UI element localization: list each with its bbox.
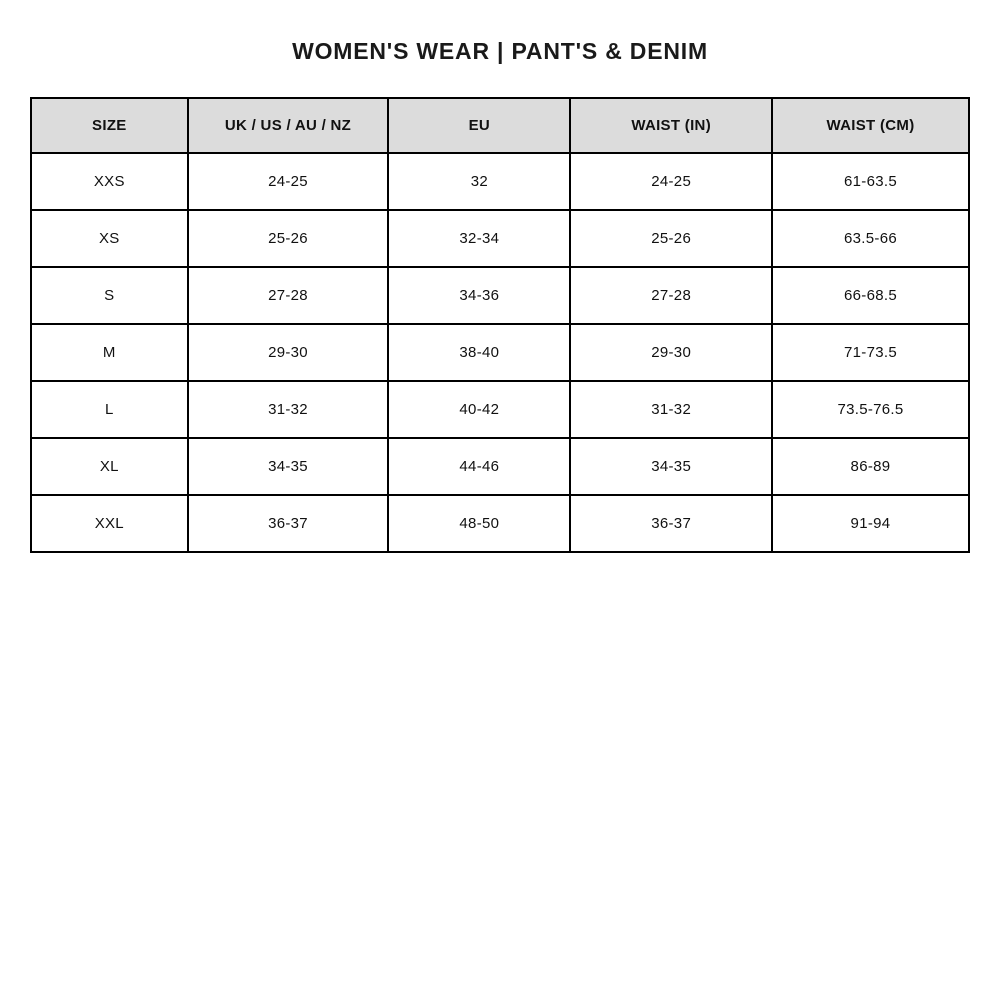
cell-waist-in: 29-30	[569, 323, 773, 382]
cell-uk-us: 24-25	[186, 152, 390, 211]
table-row-m: M 29-30 38-40 29-30 71-73.5	[30, 323, 971, 382]
table-row-xxl: XXL 36-37 48-50 36-37 91-94	[30, 494, 971, 553]
cell-uk-us: 34-35	[186, 437, 390, 496]
cell-uk-us: 29-30	[186, 323, 390, 382]
column-header-size: SIZE	[30, 97, 189, 154]
cell-eu: 32-34	[387, 209, 572, 268]
cell-size: M	[30, 323, 189, 382]
cell-waist-cm: 71-73.5	[770, 323, 971, 382]
cell-size: S	[30, 266, 189, 325]
table-row-xs: XS 25-26 32-34 25-26 63.5-66	[30, 209, 971, 268]
table-header: SIZE UK / US / AU / NZ EU WAIST (IN) WAI…	[30, 97, 971, 154]
cell-eu: 44-46	[387, 437, 572, 496]
cell-uk-us: 27-28	[186, 266, 390, 325]
column-header-waist-in: WAIST (IN)	[569, 97, 773, 154]
column-header-uk-us: UK / US / AU / NZ	[186, 97, 390, 154]
table-row-l: L 31-32 40-42 31-32 73.5-76.5	[30, 380, 971, 439]
cell-uk-us: 25-26	[186, 209, 390, 268]
column-header-eu: EU	[387, 97, 572, 154]
cell-uk-us: 31-32	[186, 380, 390, 439]
cell-size: XXL	[30, 494, 189, 553]
cell-waist-cm: 73.5-76.5	[770, 380, 971, 439]
cell-size: XS	[30, 209, 189, 268]
cell-waist-in: 24-25	[569, 152, 773, 211]
page-title: WOMEN'S WEAR | PANT'S & DENIM	[292, 38, 708, 64]
cell-waist-cm: 66-68.5	[770, 266, 971, 325]
cell-eu: 40-42	[387, 380, 572, 439]
cell-size: L	[30, 380, 189, 439]
cell-eu: 38-40	[387, 323, 572, 382]
cell-size: XL	[30, 437, 189, 496]
table-row-s: S 27-28 34-36 27-28 66-68.5	[30, 266, 971, 325]
cell-waist-cm: 61-63.5	[770, 152, 971, 211]
cell-waist-cm: 86-89	[770, 437, 971, 496]
header-row: SIZE UK / US / AU / NZ EU WAIST (IN) WAI…	[30, 97, 971, 154]
cell-eu: 32	[387, 152, 572, 211]
size-chart-table: SIZE UK / US / AU / NZ EU WAIST (IN) WAI…	[30, 97, 971, 553]
cell-waist-cm: 63.5-66	[770, 209, 971, 268]
cell-eu: 34-36	[387, 266, 572, 325]
cell-uk-us: 36-37	[186, 494, 390, 553]
column-header-waist-cm: WAIST (CM)	[770, 97, 971, 154]
table-row-xxs: XXS 24-25 32 24-25 61-63.5	[30, 152, 971, 211]
cell-waist-in: 25-26	[569, 209, 773, 268]
cell-waist-cm: 91-94	[770, 494, 971, 553]
cell-eu: 48-50	[387, 494, 572, 553]
table-body: XXS 24-25 32 24-25 61-63.5 XS 25-26 32-3…	[30, 152, 971, 553]
cell-waist-in: 34-35	[569, 437, 773, 496]
cell-size: XXS	[30, 152, 189, 211]
table-row-xl: XL 34-35 44-46 34-35 86-89	[30, 437, 971, 496]
cell-waist-in: 36-37	[569, 494, 773, 553]
cell-waist-in: 27-28	[569, 266, 773, 325]
cell-waist-in: 31-32	[569, 380, 773, 439]
